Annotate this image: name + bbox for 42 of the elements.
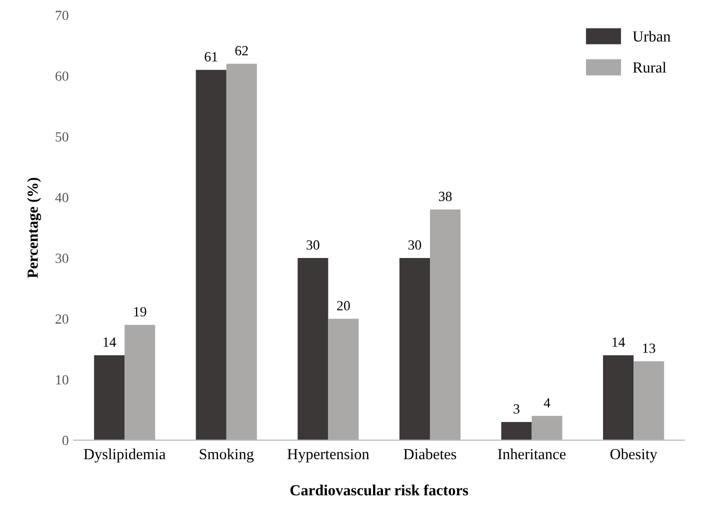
legend-label: Urban [632,30,670,42]
y-tick-label: 20 [56,314,68,324]
data-label: 30 [408,240,422,250]
data-label: 3 [514,404,520,414]
data-label: 19 [134,307,146,316]
bar [94,355,125,440]
x-tick-label: Hypertension [287,448,370,462]
data-label: 30 [306,240,320,250]
bar [196,70,226,440]
data-label: 13 [643,344,656,353]
bar [430,209,461,440]
bar [532,416,562,440]
bar [501,422,532,440]
x-axis-title: Cardiovascular risk factors [290,484,468,496]
bar [399,258,430,440]
data-label: 14 [104,338,116,347]
x-tick-label: Diabetes [404,448,456,460]
y-tick-label: 30 [56,254,68,264]
y-axis-title: Percentage (%) [27,178,42,278]
bar [124,324,156,440]
bar [298,258,328,440]
legend-label: Rural [632,62,666,73]
bar [226,64,257,440]
bar [634,361,664,440]
y-tick-label: 10 [56,375,68,384]
x-tick-label: Obesity [610,448,658,462]
x-tick-label: Inheritance [498,448,566,460]
data-label: 20 [337,301,350,310]
data-label: 14 [612,338,626,347]
bar [328,318,359,440]
data-label: 4 [544,398,550,408]
x-tick-label: Dyslipidemia [84,448,166,462]
y-tick-label: 70 [56,10,68,20]
x-tick-label: Smoking [200,448,254,462]
y-tick-label: 0 [62,436,68,446]
y-tick-label: 60 [56,71,68,81]
y-tick-label: 50 [56,132,68,142]
data-label: 62 [235,46,248,56]
bar [603,355,634,440]
data-label: 38 [438,192,452,202]
y-tick-label: 40 [55,192,68,202]
data-label: 61 [204,52,218,62]
